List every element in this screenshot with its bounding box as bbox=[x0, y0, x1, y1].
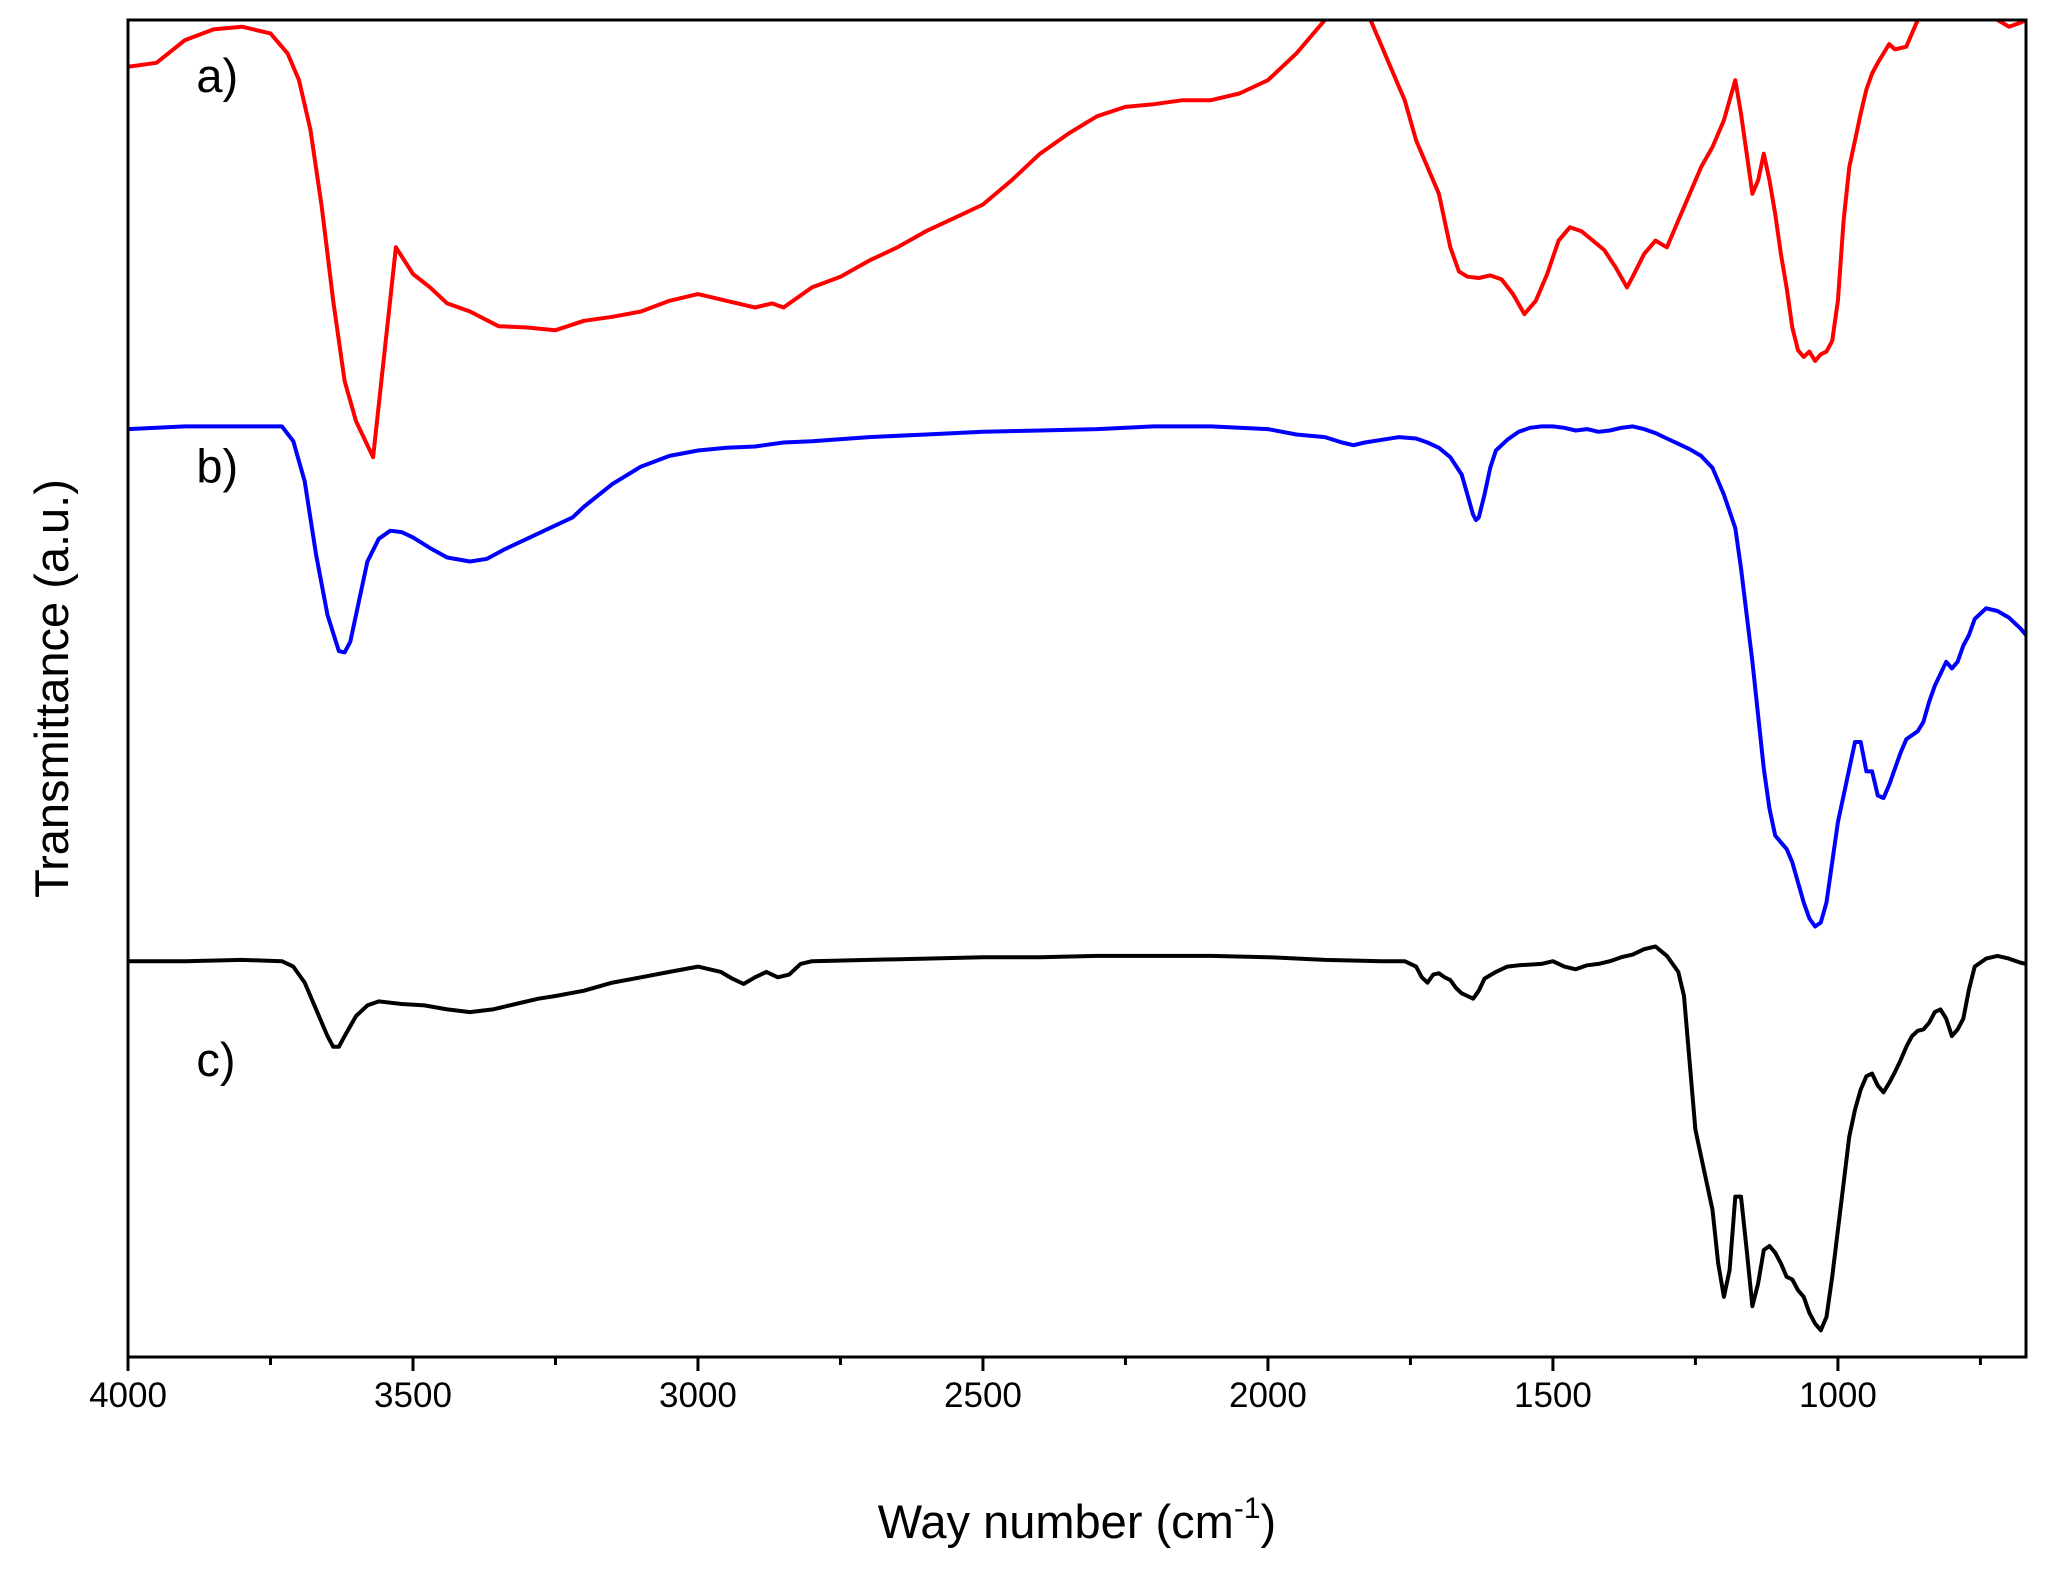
x-axis-title-superscript: -1 bbox=[1234, 1492, 1261, 1525]
series-label-3: c) bbox=[196, 1033, 235, 1086]
x-tick-label: 1000 bbox=[1799, 1376, 1877, 1415]
y-axis-title: Transmittance (a.u.) bbox=[25, 479, 78, 898]
series-label-1: a) bbox=[196, 49, 238, 102]
x-tick-label: 2500 bbox=[944, 1376, 1022, 1415]
x-tick-label: 4000 bbox=[89, 1376, 167, 1415]
x-tick-label: 2000 bbox=[1229, 1376, 1307, 1415]
x-tick-label: 3000 bbox=[659, 1376, 737, 1415]
series-line-2 bbox=[128, 424, 2026, 929]
x-axis-title-close: ) bbox=[1261, 1495, 1277, 1548]
x-axis-title: Way number (cm-1) bbox=[878, 1492, 1276, 1548]
plot-frame bbox=[126, 18, 2028, 1359]
series-line-3 bbox=[128, 944, 2026, 1333]
x-tick-label: 3500 bbox=[374, 1376, 452, 1415]
series-label-2: b) bbox=[196, 440, 238, 493]
x-axis-title-main: Way number (cm bbox=[878, 1495, 1234, 1548]
series-layer bbox=[128, 20, 2026, 1333]
series-labels: a) b) c) bbox=[196, 49, 238, 1086]
x-tick-label: 1500 bbox=[1514, 1376, 1592, 1415]
series-line-1 bbox=[128, 20, 2026, 460]
x-axis-ticks bbox=[126, 1357, 1982, 1371]
x-axis-tick-labels: 4000 3500 3000 2500 2000 1500 1000 bbox=[89, 1376, 1877, 1415]
